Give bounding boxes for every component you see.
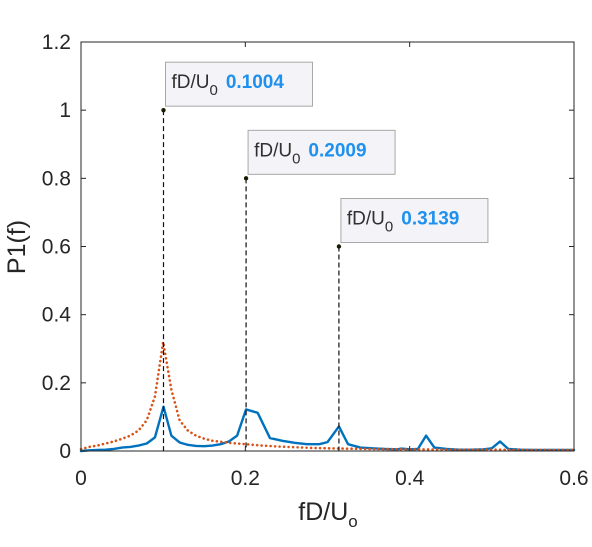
datatip-label-subscript: 0 (209, 82, 217, 99)
datatip-label-subscript: 0 (292, 150, 300, 167)
datatip-label: fD/U (254, 140, 292, 161)
x-axis-label: fD/Uo (298, 498, 357, 531)
datatip-text: fD/U0 0.1004 (171, 72, 284, 99)
datatip-2: fD/U0 0.2009 (247, 129, 396, 175)
y-tick-label: 0.4 (42, 304, 72, 327)
datatip-marker (336, 244, 342, 249)
series-layer (79, 340, 576, 453)
y-tick-label: 0.6 (42, 236, 71, 259)
datatip-box (164, 61, 313, 107)
y-tick-label: 0.2 (42, 372, 71, 395)
datatip-value: 0.1004 (226, 72, 285, 93)
datatip-box (247, 129, 396, 175)
y-tick-label: 1.2 (42, 31, 71, 54)
y-tick-label: 1 (59, 99, 71, 122)
x-axis-label-base: fD/U (298, 498, 348, 526)
datatip-marker (243, 176, 249, 181)
series-line-2 (79, 340, 576, 452)
x-tick-label: 0 (75, 467, 87, 490)
x-tick-label: 0.6 (559, 467, 588, 490)
datatip-box (340, 198, 489, 243)
series-line-1 (79, 405, 576, 453)
datatip-label: fD/U (171, 72, 209, 93)
datatip-text: fD/U0 0.2009 (254, 140, 366, 167)
datatip-1: fD/U0 0.1004 (164, 61, 313, 107)
datatip-marker (161, 107, 166, 113)
datatip-label: fD/U (347, 209, 385, 230)
x-tick-label: 0.4 (395, 467, 425, 490)
annotation-lines-layer (161, 107, 342, 451)
y-axis-label: P1(f) (3, 220, 31, 274)
y-tick-label: 0 (59, 440, 71, 463)
datatip-value: 0.3139 (401, 209, 459, 230)
datatip-text: fD/U0 0.3139 (347, 209, 459, 236)
plot-area (81, 42, 574, 451)
datatip-value: 0.2009 (308, 140, 366, 161)
x-axis-label-subscript: o (348, 512, 357, 531)
y-tick-label: 0.8 (42, 167, 71, 190)
tick-layer: 0 0.2 0.4 0.6 0 0.2 0.4 0.6 0.8 1 1.2 (42, 31, 589, 490)
datatip-label-subscript: 0 (385, 219, 393, 236)
x-tick-label: 0.2 (231, 467, 260, 490)
datatip-3: fD/U0 0.3139 (340, 198, 489, 243)
